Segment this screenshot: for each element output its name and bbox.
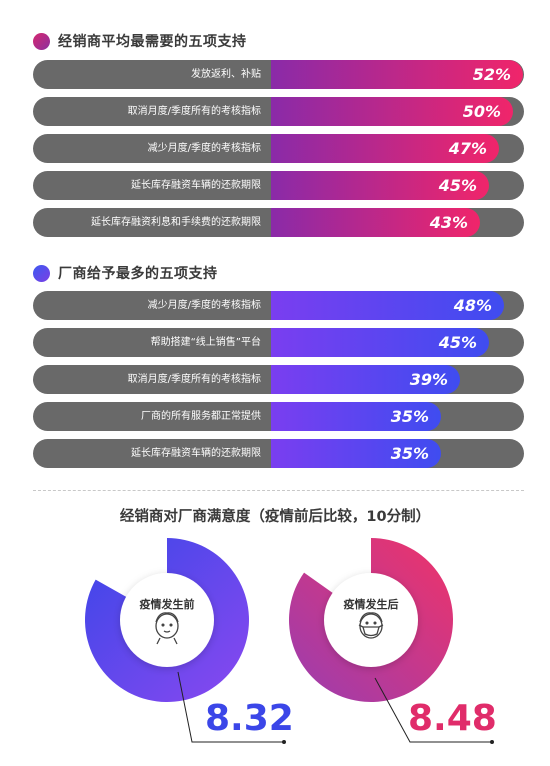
bar-label: 取消月度/季度所有的考核指标 — [127, 106, 261, 117]
bar-track: 延长库存融资利息和手续费的还款期限 43% — [33, 208, 524, 237]
bar-row: 帮助搭建“线上销售”平台 45% — [33, 328, 524, 357]
donut-before-center — [120, 573, 214, 667]
bar-fill: 47% — [271, 134, 499, 163]
bar-fill: 35% — [271, 402, 441, 431]
section-title-dealer-needs: 经销商平均最需要的五项支持 — [33, 31, 247, 51]
bar-track: 取消月度/季度所有的考核指标 50% — [33, 97, 524, 126]
face-icon — [155, 612, 179, 645]
donut-after-arc — [289, 538, 453, 702]
bar-track: 帮助搭建“线上销售”平台 45% — [33, 328, 524, 357]
pink-dot-icon — [33, 32, 50, 50]
section-title-text: 经销商平均最需要的五项支持 — [58, 34, 247, 50]
masked-face-icon — [358, 612, 384, 639]
bar-row: 减少月度/季度的考核指标 47% — [33, 134, 524, 163]
donut-before-arc — [84, 538, 249, 702]
bar-row: 取消月度/季度所有的考核指标 39% — [33, 365, 524, 394]
bar-track: 厂商的所有服务都正常提供 35% — [33, 402, 524, 431]
bar-value: 47% — [448, 139, 487, 158]
donut-after-center — [324, 573, 418, 667]
bar-value: 48% — [453, 296, 492, 315]
satisfaction-title: 经销商对厂商满意度（疫情前后比较，10分制） — [119, 509, 431, 525]
bar-fill: 43% — [271, 208, 480, 237]
donut-before: 疫情发生前 — [84, 538, 249, 702]
section-title-maker-support: 厂商给予最多的五项支持 — [33, 263, 218, 283]
bar-row: 延长库存融资车辆的还款期限 45% — [33, 171, 524, 200]
bar-value: 39% — [409, 370, 448, 389]
purple-dot-icon — [33, 264, 50, 282]
bar-value: 45% — [438, 176, 477, 195]
bar-row: 减少月度/季度的考核指标 48% — [33, 291, 524, 320]
donut-after-label: 疫情发生后 — [344, 597, 399, 611]
bar-track: 减少月度/季度的考核指标 47% — [33, 134, 524, 163]
bar-value: 35% — [390, 444, 429, 463]
bar-fill: 52% — [271, 60, 523, 89]
bar-value: 50% — [462, 102, 501, 121]
bar-label: 延长库存融资利息和手续费的还款期限 — [91, 217, 261, 228]
donut-after: 疫情发生后 — [289, 538, 453, 702]
bar-fill: 39% — [271, 365, 460, 394]
bar-fill: 48% — [271, 291, 504, 320]
bar-track: 减少月度/季度的考核指标 48% — [33, 291, 524, 320]
bar-label: 减少月度/季度的考核指标 — [147, 300, 261, 311]
bar-track: 取消月度/季度所有的考核指标 39% — [33, 365, 524, 394]
bar-value: 45% — [438, 333, 477, 352]
bar-label: 帮助搭建“线上销售”平台 — [150, 337, 261, 348]
bar-label: 厂商的所有服务都正常提供 — [141, 411, 261, 422]
bar-track: 延长库存融资车辆的还款期限 35% — [33, 439, 524, 468]
bar-row: 延长库存融资利息和手续费的还款期限 43% — [33, 208, 524, 237]
bar-label: 取消月度/季度所有的考核指标 — [127, 374, 261, 385]
bar-row: 发放返利、补贴 52% — [33, 60, 524, 89]
bar-row: 延长库存融资车辆的还款期限 35% — [33, 439, 524, 468]
bar-label: 发放返利、补贴 — [191, 69, 261, 80]
bar-fill: 45% — [271, 328, 489, 357]
bar-value: 43% — [429, 213, 468, 232]
bar-fill: 45% — [271, 171, 489, 200]
bar-value: 52% — [472, 65, 511, 84]
bar-label: 延长库存融资车辆的还款期限 — [131, 180, 261, 191]
dashed-divider — [33, 490, 524, 491]
bar-value: 35% — [390, 407, 429, 426]
score-after: 8.48 — [408, 698, 497, 739]
bar-row: 厂商的所有服务都正常提供 35% — [33, 402, 524, 431]
bar-label: 延长库存融资车辆的还款期限 — [131, 448, 261, 459]
bar-row: 取消月度/季度所有的考核指标 50% — [33, 97, 524, 126]
bar-track: 延长库存融资车辆的还款期限 45% — [33, 171, 524, 200]
donut-before-label: 疫情发生前 — [140, 597, 195, 611]
bar-track: 发放返利、补贴 52% — [33, 60, 524, 89]
bar-label: 减少月度/季度的考核指标 — [147, 143, 261, 154]
bar-fill: 35% — [271, 439, 441, 468]
score-before: 8.32 — [205, 698, 294, 739]
bar-fill: 50% — [271, 97, 513, 126]
section-title-text: 厂商给予最多的五项支持 — [58, 266, 218, 282]
